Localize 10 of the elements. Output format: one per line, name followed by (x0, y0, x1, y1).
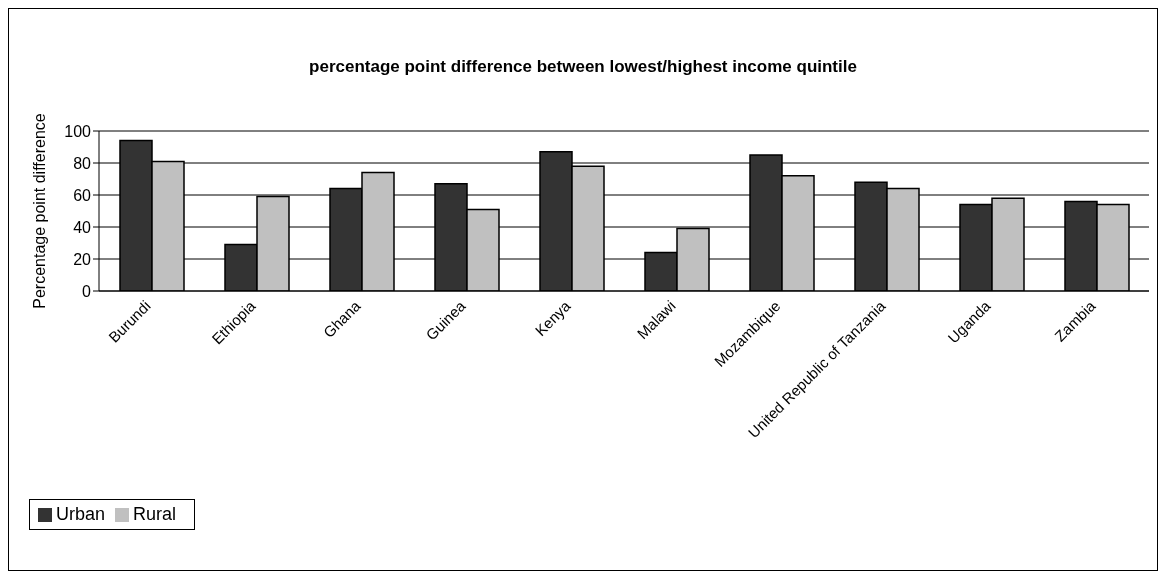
y-tick-label: 60 (73, 186, 92, 204)
y-tick-label: 0 (82, 282, 92, 300)
y-tick-label: 100 (64, 122, 92, 140)
legend-label: Urban (56, 504, 106, 524)
y-tick-label: 20 (73, 250, 92, 268)
y-tick-label: 40 (73, 218, 92, 236)
y-tick-label: 80 (73, 154, 92, 172)
legend-label: Rural (133, 504, 177, 524)
y-axis-title: Percentage point difference (30, 113, 48, 309)
chart-title: percentage point difference between lowest/highest income quintile (308, 57, 858, 77)
